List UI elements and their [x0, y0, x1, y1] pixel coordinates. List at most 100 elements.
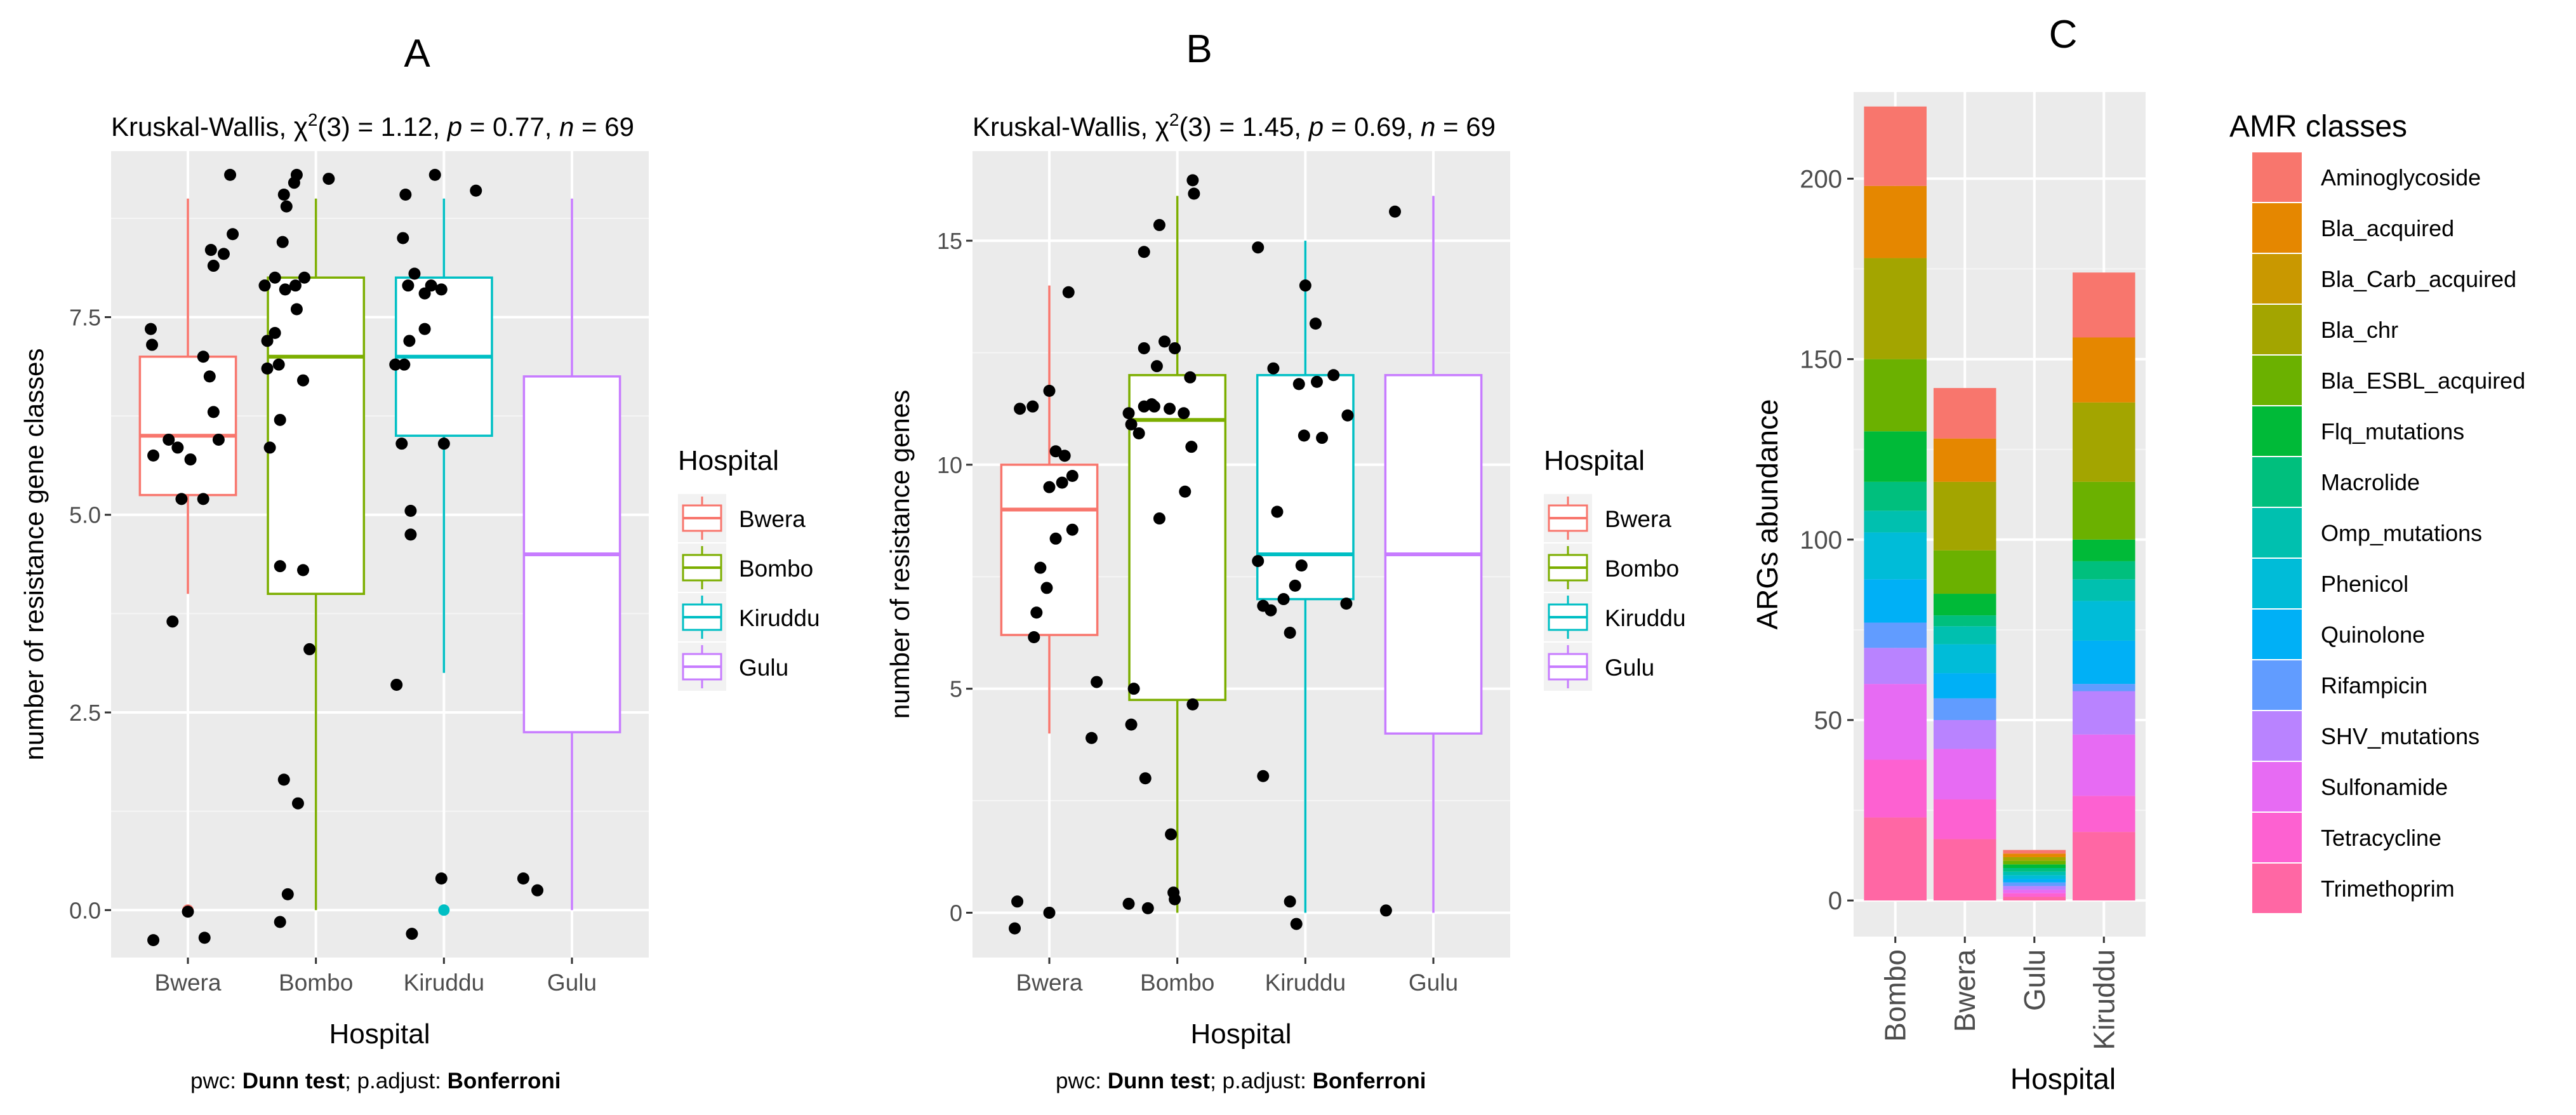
y-tick-label: 10 [937, 452, 962, 478]
subtitle-b-stat: χ [1155, 112, 1169, 142]
data-point [274, 916, 286, 928]
bar-segment [1864, 511, 1927, 533]
data-point [397, 232, 409, 244]
data-point [297, 374, 309, 387]
data-point [146, 338, 159, 351]
x-tick-label: Bwera [1016, 970, 1083, 996]
data-point [1309, 317, 1322, 330]
legend-label: Quinolone [2321, 622, 2425, 648]
data-point [1169, 342, 1181, 354]
bar-segment [2003, 897, 2066, 901]
data-point [147, 934, 160, 947]
subtitle-a-p-label: p [446, 112, 462, 142]
bar-segment [2073, 601, 2135, 641]
data-point [207, 406, 220, 418]
data-point [281, 888, 294, 900]
legend-label: Kiruddu [1605, 605, 1686, 631]
data-point [279, 283, 291, 296]
data-point [390, 678, 403, 691]
data-point [408, 267, 421, 280]
data-point [1034, 561, 1047, 574]
data-point [1058, 450, 1071, 462]
legend-label: SHV_mutations [2321, 723, 2480, 749]
data-point [403, 335, 416, 347]
caption-a-prefix: pwc: [190, 1069, 242, 1093]
data-point [1066, 470, 1079, 483]
bar-segment [1864, 431, 1927, 482]
legend-key [2252, 254, 2302, 304]
subtitle-b-n-label: n [1421, 112, 1435, 142]
legend-key [2252, 406, 2302, 456]
legend-label: Rifampicin [2321, 672, 2427, 698]
bar-segment [2073, 561, 2135, 580]
bar-segment [1864, 622, 1927, 648]
legend-label: Flq_mutations [2321, 418, 2464, 444]
x-axis-title-b: Hospital [1191, 1018, 1292, 1050]
data-point [272, 358, 285, 371]
data-point [290, 303, 303, 316]
data-point [402, 279, 415, 292]
caption-a-mid: ; p.adjust: [345, 1069, 447, 1093]
legend-key [2252, 762, 2302, 811]
x-tick-label: Bwera [155, 970, 222, 996]
data-point [1043, 384, 1056, 397]
bar-segment [1933, 481, 1996, 551]
data-point [1056, 476, 1068, 489]
legend-label: Phenicol [2321, 571, 2408, 597]
panel-a: A Kruskal-Wallis, χ2(3) = 1.12, p = 0.77… [19, 32, 820, 1093]
y-tick-label: 150 [1800, 346, 1842, 374]
data-point [1310, 375, 1323, 388]
data-point [517, 872, 529, 885]
data-point [258, 279, 271, 292]
data-point [1379, 904, 1392, 917]
legend-label: Tetracycline [2321, 825, 2441, 851]
panel-letter-b: B [1186, 27, 1212, 71]
x-axis-title-c: Hospital [2010, 1062, 2116, 1095]
bar-segment [1933, 749, 1996, 800]
data-point [291, 797, 304, 810]
data-point [1164, 403, 1176, 415]
data-point [1127, 683, 1140, 695]
data-point [203, 370, 216, 383]
bar-segment [2003, 857, 2066, 861]
subtitle-b-prefix: Kruskal-Wallis, [973, 112, 1155, 142]
data-point [1138, 342, 1150, 354]
data-point [277, 773, 290, 786]
data-point [1026, 400, 1039, 413]
data-point [389, 358, 402, 371]
y-tick-label: 15 [937, 228, 962, 254]
data-point [406, 928, 418, 940]
legend-key [2252, 559, 2302, 608]
legend-label: Bla_acquired [2321, 215, 2454, 241]
box-body [138, 355, 237, 497]
legend-c: Aminoglycoside Bla_acquired Bla_Carb_acqui… [2252, 152, 2525, 913]
data-point [1040, 582, 1053, 594]
legend-label: Bombo [739, 556, 813, 582]
data-point [1122, 407, 1135, 420]
data-point [404, 528, 417, 541]
legend-label: Bla_chr [2321, 317, 2398, 343]
data-point [1009, 922, 1021, 935]
data-point [224, 168, 237, 181]
legend-title-b: Hospital [1544, 445, 1645, 476]
data-point [1122, 897, 1135, 910]
data-point [182, 905, 194, 918]
data-point [1327, 369, 1340, 382]
box-outlier [438, 904, 450, 916]
data-point [435, 283, 448, 296]
bar-segment [1864, 359, 1927, 432]
caption-b: pwc: Dunn test; p.adjust: Bonferroni [1056, 1069, 1426, 1093]
panel-letter-c: C [2049, 13, 2078, 57]
subtitle-a-sup: 2 [308, 110, 318, 130]
data-point [1290, 918, 1303, 930]
data-point [1153, 512, 1165, 525]
data-point [1043, 906, 1056, 919]
subtitle-a-n-label: n [559, 112, 574, 142]
data-point [1277, 593, 1290, 606]
y-tick-label: 0.0 [69, 897, 101, 923]
data-point [297, 564, 309, 577]
subtitle-a-prefix: Kruskal-Wallis, [111, 112, 294, 142]
bar-segment [2073, 796, 2135, 832]
data-point [1139, 772, 1152, 785]
bar-segment [1933, 719, 1996, 749]
